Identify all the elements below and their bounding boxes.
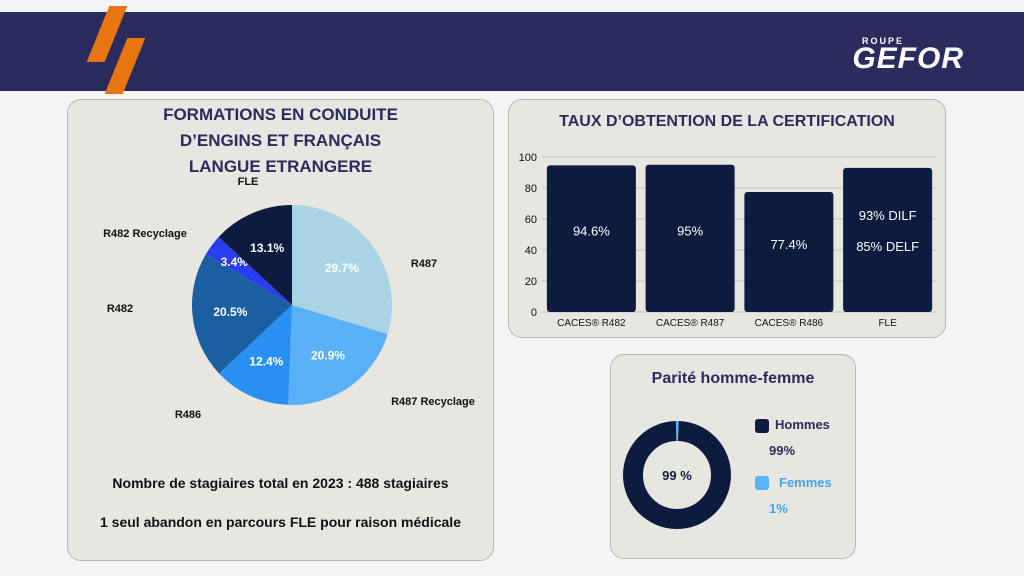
certification-title: TAUX D’OBTENTION DE LA CERTIFICATION xyxy=(559,113,895,130)
donut-segment-hommes xyxy=(623,421,731,529)
pie-category-label-r482: R482 xyxy=(107,303,133,315)
header-bar: ROUPE GEFOR xyxy=(0,6,1024,94)
x-category-label-caces-r487: CACES® R487 xyxy=(656,318,725,329)
parity-donut-chart: 99 % xyxy=(623,421,731,529)
gefor-logo: ROUPE GEFOR xyxy=(852,36,964,76)
x-category-label-caces-r486: CACES® R486 xyxy=(755,318,824,329)
training-title-line-3: LANGUE ETRANGERE xyxy=(188,157,373,176)
legend-value-femmes: 1% xyxy=(769,501,788,516)
pie-value-label-fle: 13.1% xyxy=(250,241,284,255)
total-trainees-text: Nombre de stagiaires total en 2023 : 488… xyxy=(112,475,449,491)
legend-swatch-hommes xyxy=(755,419,769,433)
pie-category-label-fle: FLE xyxy=(238,176,259,188)
legend-label-femmes: Femmes xyxy=(779,475,832,490)
legend-value-hommes: 99% xyxy=(769,443,796,458)
pie-value-label-r482: 20.5% xyxy=(213,305,247,319)
pie-value-label-r482-recyclage: 3.4% xyxy=(221,255,249,269)
donut-center-label: 99 % xyxy=(662,468,692,483)
pie-category-label-r487: R487 xyxy=(411,258,437,270)
certification-card: TAUX D’OBTENTION DE LA CERTIFICATION 0 20… xyxy=(508,99,946,338)
x-category-label-caces-r482: CACES® R482 xyxy=(557,318,626,329)
pie-category-label-r482-recyclage: R482 Recyclage xyxy=(103,228,187,240)
bar-value-label-caces-r486-0: 77.4% xyxy=(770,237,807,252)
pie-value-label-r486: 12.4% xyxy=(249,354,283,368)
pie-category-label-r486: R486 xyxy=(175,409,201,421)
bar-caces-r482 xyxy=(546,165,636,312)
bar-fle xyxy=(843,167,933,312)
y-tick-label-40: 40 xyxy=(525,245,537,257)
pie-value-label-r487: 29.7% xyxy=(325,261,359,275)
donut-segment-femmes xyxy=(623,421,731,529)
training-title-line-2: D’ENGINS ET FRANÇAIS xyxy=(179,131,382,150)
parity-card: Parité homme-femme 99 % Hommes 99% Femme… xyxy=(610,354,856,559)
legend-label-hommes: Hommes xyxy=(775,417,830,432)
pie-slice-r482 xyxy=(192,254,292,374)
training-title: FORMATIONS EN CONDUITE D’ENGINS ET FRANÇ… xyxy=(68,102,493,180)
bar-caces-r486 xyxy=(744,192,834,312)
legend-swatch-femmes xyxy=(755,476,769,490)
logo-top-text: ROUPE xyxy=(861,36,904,46)
bar-value-label-caces-r487-0: 95% xyxy=(677,223,703,238)
pie-slice-fle xyxy=(218,205,292,305)
y-tick-label-20: 20 xyxy=(525,276,537,288)
pie-slice-r487-recyclage xyxy=(288,305,388,405)
certification-bar-chart: 0 20 40 60 80 100 94.6% CACES® R482 95% CACES® R4… xyxy=(519,152,937,329)
bar-value-label-fle-0: 93% DILF xyxy=(859,208,917,223)
x-category-label-fle: FLE xyxy=(878,318,897,329)
pie-slice-r482-recyclage xyxy=(205,237,292,305)
pie-slice-r486 xyxy=(219,305,292,405)
y-tick-label-80: 80 xyxy=(525,183,537,195)
y-tick-label-60: 60 xyxy=(525,214,537,226)
abandon-text: 1 seul abandon en parcours FLE pour rais… xyxy=(100,514,461,530)
training-card: FORMATIONS EN CONDUITE D’ENGINS ET FRANÇ… xyxy=(67,99,494,561)
pie-category-label-r487-recyclage: R487 Recyclage xyxy=(391,396,475,408)
logo-main-text: GEFOR xyxy=(852,42,964,75)
pie-slice-r487 xyxy=(292,205,393,335)
parity-title: Parité homme-femme xyxy=(651,370,815,387)
bar-caces-r487 xyxy=(645,164,735,312)
y-tick-label-100: 100 xyxy=(519,152,537,164)
pie-value-label-r487-recyclage: 20.9% xyxy=(311,349,345,363)
training-title-line-1: FORMATIONS EN CONDUITE xyxy=(163,105,398,124)
y-tick-label-0: 0 xyxy=(531,307,537,319)
bar-value-label-caces-r482-0: 94.6% xyxy=(573,224,610,239)
bar-value-label-fle-1: 85% DELF xyxy=(856,239,919,254)
training-pie-chart: 29.7% R487 20.9% R487 Recyclage 12.4% R486 20.… xyxy=(103,176,475,421)
